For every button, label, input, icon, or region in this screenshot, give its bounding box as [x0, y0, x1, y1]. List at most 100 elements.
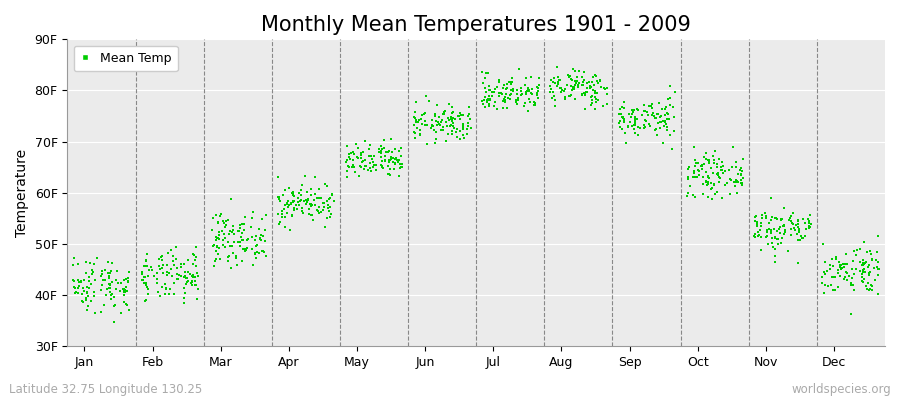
Point — [498, 94, 512, 100]
Point — [101, 259, 115, 266]
Point — [765, 213, 779, 220]
Point — [755, 215, 770, 221]
Point — [705, 184, 719, 191]
Point — [751, 233, 765, 239]
Point — [637, 124, 652, 130]
Point — [253, 236, 267, 242]
Point — [587, 82, 601, 88]
Point — [300, 189, 314, 195]
Point — [692, 168, 706, 174]
Point — [407, 121, 421, 128]
Point — [776, 223, 790, 230]
Point — [628, 120, 643, 126]
Point — [285, 190, 300, 196]
Point — [578, 106, 592, 112]
Point — [705, 180, 719, 187]
Point — [120, 301, 134, 307]
Point — [432, 121, 446, 128]
Point — [98, 276, 112, 283]
Point — [636, 108, 651, 114]
Point — [871, 266, 886, 272]
Point — [220, 218, 234, 224]
Point — [680, 175, 695, 182]
Point — [626, 122, 641, 129]
Point — [543, 83, 557, 89]
Point — [853, 268, 868, 274]
Point — [690, 160, 705, 166]
Point — [754, 223, 769, 230]
Point — [338, 159, 353, 165]
Point — [97, 266, 112, 273]
Point — [327, 198, 341, 204]
Point — [662, 94, 677, 101]
Point — [177, 295, 192, 301]
Point — [717, 182, 732, 188]
Point — [483, 97, 498, 104]
Point — [140, 263, 154, 269]
Point — [705, 196, 719, 203]
Point — [111, 280, 125, 287]
Point — [342, 154, 356, 160]
Point — [773, 230, 788, 236]
Point — [394, 164, 409, 170]
Point — [832, 258, 847, 265]
Point — [824, 256, 839, 262]
Point — [377, 136, 392, 143]
Point — [832, 269, 846, 276]
Point — [774, 216, 788, 222]
Point — [649, 126, 663, 132]
Point — [512, 66, 526, 72]
Point — [631, 106, 645, 113]
Point — [798, 226, 813, 232]
Point — [784, 218, 798, 224]
Point — [506, 86, 520, 92]
Point — [599, 85, 614, 92]
Point — [563, 76, 578, 83]
Point — [317, 200, 331, 206]
Point — [733, 167, 747, 173]
Point — [613, 105, 627, 112]
Point — [528, 100, 543, 106]
Point — [304, 202, 319, 209]
Point — [701, 194, 716, 201]
Point — [188, 257, 202, 263]
Point — [80, 284, 94, 290]
Point — [777, 231, 791, 238]
Point — [68, 290, 83, 297]
Point — [434, 127, 448, 134]
Point — [514, 85, 528, 91]
Point — [154, 254, 168, 260]
Point — [828, 274, 842, 280]
Point — [300, 199, 314, 205]
Point — [697, 191, 711, 197]
Point — [852, 246, 867, 252]
Point — [428, 127, 442, 133]
Point — [706, 153, 720, 159]
Point — [855, 262, 869, 268]
Point — [748, 218, 762, 225]
Point — [210, 243, 224, 249]
Point — [215, 242, 230, 248]
Point — [460, 126, 474, 132]
Point — [660, 116, 674, 123]
Point — [570, 74, 584, 80]
Point — [90, 255, 104, 261]
Point — [716, 163, 730, 169]
Point — [834, 265, 849, 272]
Point — [209, 256, 223, 262]
Point — [661, 96, 675, 103]
Point — [649, 126, 663, 132]
Point — [755, 212, 770, 218]
Point — [74, 279, 88, 285]
Point — [796, 216, 810, 222]
Point — [394, 144, 409, 151]
Point — [544, 95, 559, 102]
Point — [683, 183, 698, 190]
Point — [482, 87, 497, 94]
Point — [867, 264, 881, 271]
Point — [582, 82, 597, 89]
Point — [762, 226, 777, 232]
Point — [791, 236, 806, 243]
Point — [271, 194, 285, 200]
Point — [850, 246, 864, 253]
